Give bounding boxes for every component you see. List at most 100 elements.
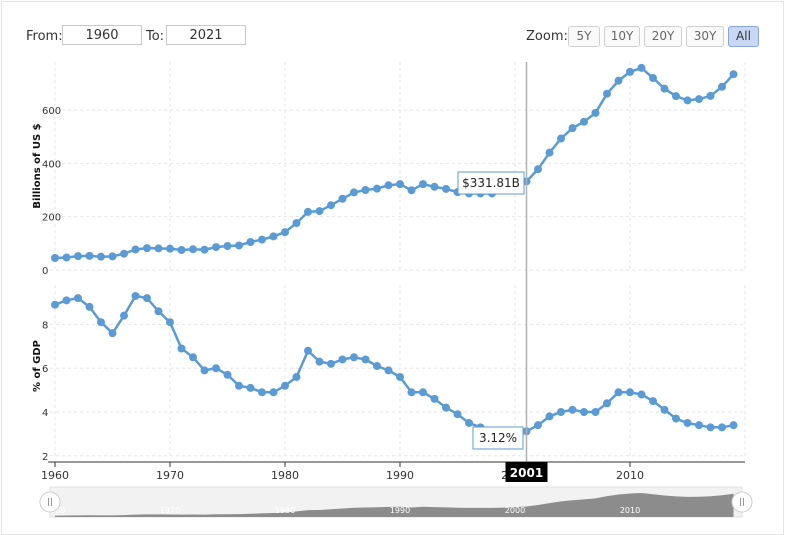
- data-point: [614, 388, 623, 397]
- y-tick-label: 6: [42, 364, 48, 375]
- data-point: [120, 311, 128, 320]
- data-point: [108, 329, 117, 338]
- data-point: [143, 244, 151, 253]
- navigator-left-handle[interactable]: [39, 491, 61, 513]
- data-point: [591, 408, 600, 417]
- data-point: [258, 388, 266, 397]
- data-point: [246, 238, 255, 246]
- data-point: [637, 390, 646, 399]
- x-tick-label: 2010: [616, 469, 644, 482]
- y-axis-title: Billions of US $: [32, 123, 43, 208]
- data-point: [603, 399, 611, 408]
- chart-panel-2: 2 4 6 8 % of GDP 3.12%: [32, 285, 746, 463]
- data-point: [281, 381, 289, 390]
- data-point: [568, 405, 577, 414]
- data-point: [223, 242, 232, 250]
- data-point: [407, 388, 416, 397]
- data-point: [97, 318, 105, 327]
- data-point: [706, 91, 715, 100]
- navigator-tick-label: 2000: [505, 506, 525, 515]
- data-point: [626, 388, 634, 397]
- data-point: [729, 421, 738, 430]
- data-point: [97, 252, 105, 261]
- data-point: [62, 253, 71, 262]
- tooltip-label: $331.81B: [462, 176, 520, 190]
- data-point: [361, 186, 370, 194]
- data-point: [246, 383, 255, 392]
- handle-circle: [731, 491, 753, 513]
- data-point: [108, 252, 117, 261]
- data-point: [338, 355, 347, 364]
- data-point: [189, 245, 197, 254]
- data-point: [672, 92, 680, 101]
- zoom-5y-button[interactable]: 5Y: [568, 26, 600, 47]
- data-point: [695, 95, 703, 104]
- zoom-10y-button[interactable]: 10Y: [604, 26, 640, 47]
- data-point: [200, 245, 209, 254]
- tooltip: $331.81B: [457, 171, 525, 195]
- data-point: [154, 244, 163, 253]
- data-point: [591, 108, 600, 117]
- zoom-30y-button[interactable]: 30Y: [686, 26, 724, 47]
- navigator-right-handle[interactable]: [731, 491, 753, 513]
- navigator-tick-label: 1990: [390, 506, 410, 515]
- data-point: [442, 403, 450, 412]
- from-date-input[interactable]: 1960: [62, 25, 142, 45]
- to-label: To:: [146, 29, 165, 44]
- data-point: [292, 219, 301, 228]
- data-point: [177, 344, 186, 353]
- data-point: [660, 84, 669, 93]
- to-date-input[interactable]: 2021: [166, 25, 246, 45]
- data-point: [223, 370, 232, 379]
- y-tick-label: 400: [42, 159, 61, 170]
- tooltip-label: 3.12%: [479, 431, 517, 445]
- data-point: [85, 251, 94, 260]
- data-point: [51, 254, 59, 262]
- y-tick-label: 200: [42, 213, 61, 224]
- data-point: [235, 381, 243, 390]
- data-point: [580, 117, 588, 126]
- data-point: [545, 148, 554, 157]
- data-point: [672, 414, 680, 423]
- data-point: [315, 207, 324, 216]
- data-point: [350, 188, 358, 197]
- data-point: [603, 89, 611, 98]
- y-tick-label: 600: [42, 106, 61, 117]
- data-point: [614, 76, 623, 85]
- data-point: [430, 182, 439, 191]
- data-point: [649, 74, 657, 82]
- zoom-20y-button[interactable]: 20Y: [644, 26, 682, 47]
- series-line: [54, 294, 734, 436]
- data-point: [442, 184, 450, 193]
- data-point: [74, 252, 82, 261]
- data-point: [304, 346, 312, 355]
- data-point: [419, 388, 427, 397]
- data-point: [384, 366, 393, 375]
- data-point: [62, 296, 71, 305]
- data-point: [649, 397, 657, 406]
- data-point: [361, 355, 370, 364]
- navigator-area: [55, 493, 734, 517]
- navigator-tick-label: 1980: [275, 506, 295, 515]
- data-point: [166, 318, 174, 327]
- data-point: [51, 300, 59, 309]
- data-point: [373, 362, 381, 371]
- data-point: [626, 67, 634, 76]
- data-point: [154, 307, 163, 316]
- data-point: [465, 418, 473, 427]
- x-highlight-text: 2001: [510, 466, 543, 480]
- navigator-tick-label: 1970: [160, 506, 180, 515]
- x-tick-label: 1980: [271, 469, 299, 482]
- zoom-all-button[interactable]: All: [728, 26, 759, 47]
- data-point: [120, 249, 128, 258]
- data-point: [143, 294, 151, 303]
- data-point: [373, 184, 381, 193]
- data-point: [419, 180, 427, 189]
- data-point: [269, 388, 278, 397]
- data-point: [695, 421, 703, 430]
- tooltip: 3.12%: [472, 426, 524, 450]
- data-point: [545, 412, 554, 421]
- data-point: [729, 70, 738, 79]
- data-point: [85, 302, 94, 311]
